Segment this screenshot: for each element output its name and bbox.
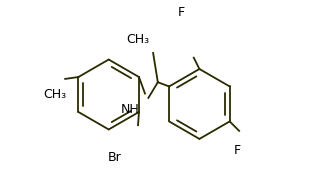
Text: NH: NH (121, 103, 139, 116)
Text: F: F (178, 6, 185, 19)
Text: CH₃: CH₃ (43, 88, 67, 101)
Text: Br: Br (108, 151, 121, 164)
Text: F: F (233, 144, 241, 157)
Text: CH₃: CH₃ (126, 33, 149, 46)
